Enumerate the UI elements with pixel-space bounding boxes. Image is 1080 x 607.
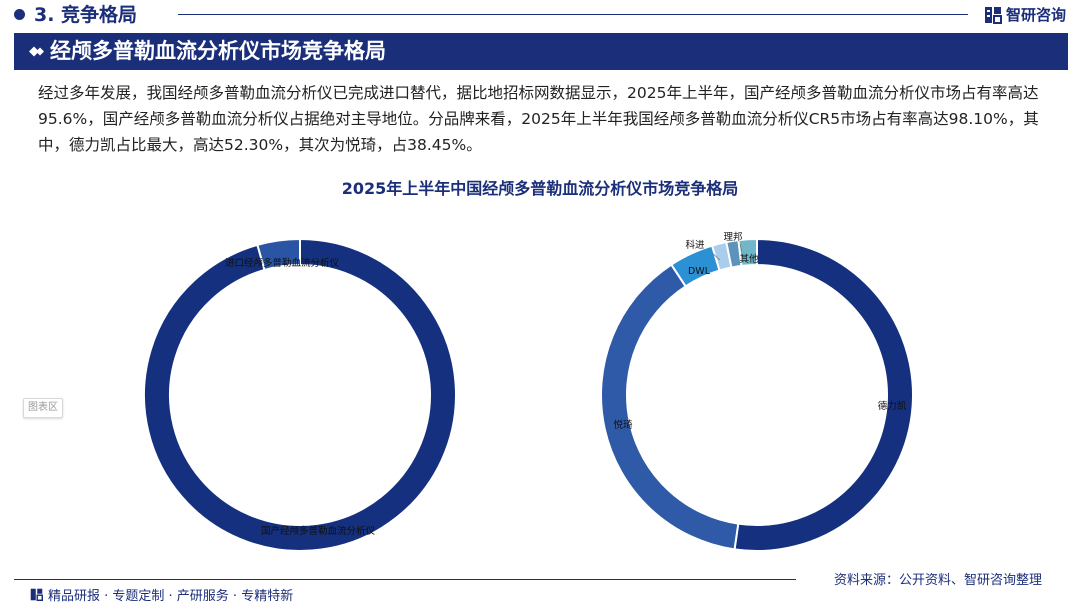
- slice-label-1-5: 其他: [739, 253, 759, 265]
- slice-label-1-0: 德力凯: [878, 400, 907, 412]
- chart-area-tag: 图表区: [23, 398, 63, 418]
- donut-slice-1-1: [600, 263, 740, 551]
- donut-slice-1-0: [733, 237, 914, 552]
- section-bullet-icon: [14, 9, 25, 20]
- slice-label-0-1: 进口经颅多普勒血流分析仪: [225, 257, 340, 269]
- slice-label-0-0: 国产经颅多普勒血流分析仪: [261, 525, 376, 537]
- title-banner: 经颅多普勒血流分析仪市场竞争格局: [14, 33, 1068, 70]
- bottom-divider: [14, 579, 796, 580]
- brand-logo-icon: [984, 6, 1002, 24]
- slice-label-1-2: DWL: [688, 266, 711, 277]
- brand-logo-icon: [30, 588, 43, 601]
- chart-title: 2025年上半年中国经颅多普勒血流分析仪市场竞争格局: [341, 179, 739, 198]
- label-leader-line-1: [739, 243, 743, 253]
- brand-name: 智研咨询: [1005, 6, 1066, 24]
- slice-label-1-1: 悦琦: [613, 419, 633, 431]
- brand-logo: 智研咨询: [984, 4, 1066, 25]
- slice-label-1-3: 科进: [685, 239, 705, 251]
- source-note: 资料来源：公开资料、智研咨询整理: [833, 573, 1042, 588]
- top-divider: [178, 14, 968, 15]
- donut-slice-0-1: [256, 237, 301, 272]
- footer-tagline: 精品研报 · 专题定制 · 产研服务 · 专精特新: [48, 589, 294, 604]
- top-bar: 3. 竞争格局 智研咨询: [0, 0, 1080, 34]
- section-title: 3. 竞争格局: [34, 4, 138, 26]
- footer: 精品研报 · 专题定制 · 产研服务 · 专精特新: [30, 585, 293, 604]
- donut-slice-1-5: [737, 237, 758, 268]
- intro-paragraph: 经过多年发展，我国经颅多普勒血流分析仪已完成进口替代，据比地招标网数据显示，20…: [38, 84, 1039, 154]
- slice-label-1-4: 理邦: [723, 231, 743, 243]
- banner-title: 经颅多普勒血流分析仪市场竞争格局: [50, 39, 386, 63]
- label-leader-line-0: [710, 251, 721, 261]
- donut-slice-0-0: [143, 237, 457, 552]
- diamond-icon: [29, 46, 44, 57]
